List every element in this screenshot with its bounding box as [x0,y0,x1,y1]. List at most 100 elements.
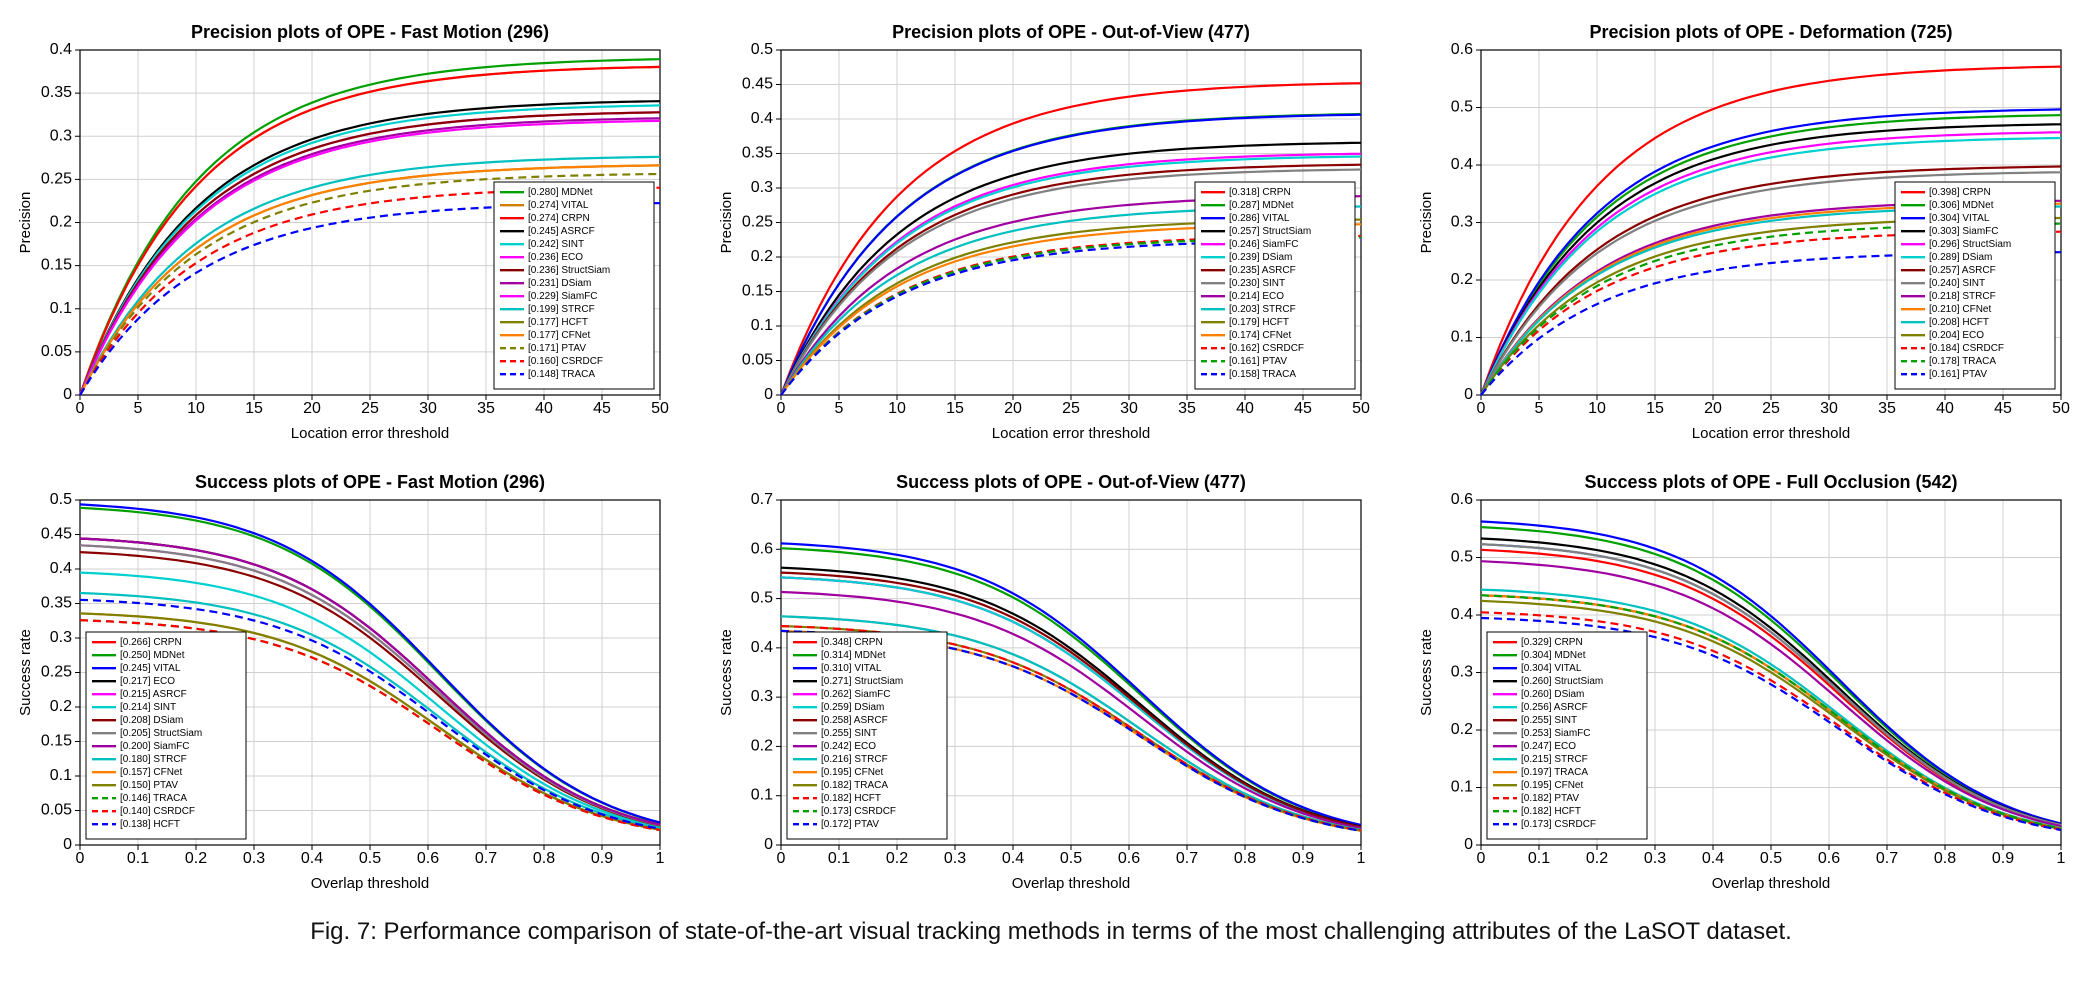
legend-label: [0.304] VITAL [1521,663,1582,674]
legend-label: [0.174] CFNet [1229,330,1291,341]
legend-label: [0.171] PTAV [528,343,586,354]
legend-label: [0.329] CRPN [1521,637,1583,648]
chart-panel: 0510152025303540455000.050.10.150.20.250… [10,10,680,450]
ytick-label: 0.3 [750,179,772,196]
legend-label: [0.208] DSiam [120,715,183,726]
ytick-label: 0.1 [1451,329,1473,346]
xtick-label: 0 [776,850,785,867]
legend-label: [0.161] PTAV [1929,369,1987,380]
xtick-label: 40 [1936,400,1954,417]
panel-p5: 00.10.20.30.40.50.60.70.80.9100.10.20.30… [711,460,1392,900]
legend-label: [0.173] CSRDCF [1521,819,1596,830]
xtick-label: 0.3 [243,850,265,867]
xtick-label: 0.6 [1818,850,1840,867]
ytick-label: 0.7 [750,491,772,508]
legend-label: [0.182] PTAV [1521,793,1579,804]
legend-label: [0.303] SiamFC [1929,226,1998,237]
ytick-label: 0.35 [742,145,773,162]
legend-label: [0.235] ASRCF [1229,265,1296,276]
legend-label: [0.245] ASRCF [528,226,595,237]
ytick-label: 0.15 [41,733,72,750]
ytick-label: 0.25 [41,170,72,187]
y-axis-label: Success rate [1418,629,1435,716]
ytick-label: 0.15 [742,283,773,300]
chart-panel: 0510152025303540455000.050.10.150.20.250… [711,10,1381,450]
xtick-label: 30 [1820,400,1838,417]
legend-label: [0.247] ECO [1521,741,1576,752]
y-axis-label: Precision [718,192,735,254]
ytick-label: 0.2 [50,214,72,231]
legend-label: [0.229] SiamFC [528,291,597,302]
legend-label: [0.184] CSRDCF [1929,343,2004,354]
x-axis-label: Overlap threshold [1712,875,1830,892]
legend-label: [0.255] SINT [821,728,877,739]
xtick-label: 50 [651,400,669,417]
ytick-label: 0.25 [41,664,72,681]
ytick-label: 0.4 [50,560,72,577]
legend-label: [0.215] ASRCF [120,689,187,700]
xtick-label: 0.9 [591,850,613,867]
legend-label: [0.177] CFNet [528,330,590,341]
legend-label: [0.205] StructSiam [120,728,202,739]
xtick-label: 0.2 [185,850,207,867]
legend-label: [0.318] CRPN [1229,187,1291,198]
panel-p6: 00.10.20.30.40.50.60.70.80.9100.10.20.30… [1411,460,2082,900]
legend-label: [0.214] SINT [120,702,176,713]
ytick-label: 0.4 [750,639,772,656]
ytick-label: 0.3 [1451,214,1473,231]
ytick-label: 0.15 [41,257,72,274]
ytick-label: 0.2 [750,248,772,265]
legend-label: [0.257] ASRCF [1929,265,1996,276]
legend: [0.280] MDNet[0.274] VITAL[0.274] CRPN[0… [494,182,654,389]
xtick-label: 0.8 [1234,850,1256,867]
xtick-label: 0.8 [533,850,555,867]
legend-label: [0.210] CFNet [1929,304,1991,315]
legend-label: [0.162] CSRDCF [1229,343,1304,354]
legend-label: [0.236] StructSiam [528,265,610,276]
xtick-label: 20 [1704,400,1722,417]
xtick-label: 1 [656,850,665,867]
legend-label: [0.214] ECO [1229,291,1284,302]
legend-label: [0.246] SiamFC [1229,239,1298,250]
legend-label: [0.208] HCFT [1929,317,1989,328]
ytick-label: 0.35 [41,84,72,101]
legend-label: [0.161] PTAV [1229,356,1287,367]
legend-label: [0.179] HCFT [1229,317,1289,328]
legend-label: [0.280] MDNet [528,187,593,198]
ytick-label: 0.05 [742,352,773,369]
panel-title: Precision plots of OPE - Fast Motion (29… [191,22,549,42]
y-axis-label: Precision [17,192,34,254]
xtick-label: 45 [1294,400,1312,417]
ytick-label: 0.45 [742,76,773,93]
panel-p3: 0510152025303540455000.10.20.30.40.50.6P… [1411,10,2082,450]
xtick-label: 45 [1994,400,2012,417]
xtick-label: 5 [1535,400,1544,417]
ytick-label: 0.1 [50,767,72,784]
ytick-label: 0.6 [750,540,772,557]
ytick-label: 0.3 [750,688,772,705]
legend-label: [0.304] VITAL [1929,213,1990,224]
legend-label: [0.158] TRACA [1229,369,1296,380]
xtick-label: 1 [2057,850,2066,867]
ytick-label: 0.45 [41,526,72,543]
legend: [0.348] CRPN[0.314] MDNet[0.310] VITAL[0… [787,632,947,839]
panel-p4: 00.10.20.30.40.50.60.70.80.9100.050.10.1… [10,460,691,900]
xtick-label: 0.5 [1060,850,1082,867]
panel-p1: 0510152025303540455000.050.10.150.20.250… [10,10,691,450]
xtick-label: 0 [1477,400,1486,417]
legend-label: [0.172] PTAV [821,819,879,830]
legend-label: [0.310] VITAL [821,663,882,674]
legend-label: [0.230] SINT [1229,278,1285,289]
ytick-label: 0.4 [1451,606,1473,623]
ytick-label: 0.5 [750,41,772,58]
ytick-label: 0.5 [50,491,72,508]
legend-label: [0.286] VITAL [1229,213,1290,224]
legend-label: [0.182] HCFT [1521,806,1581,817]
legend-label: [0.256] ASRCF [1521,702,1588,713]
legend-label: [0.250] MDNet [120,650,185,661]
ytick-label: 0 [1464,386,1473,403]
xtick-label: 0.4 [1702,850,1724,867]
ytick-label: 0.25 [742,214,773,231]
xtick-label: 20 [1004,400,1022,417]
legend-label: [0.197] TRACA [1521,767,1588,778]
